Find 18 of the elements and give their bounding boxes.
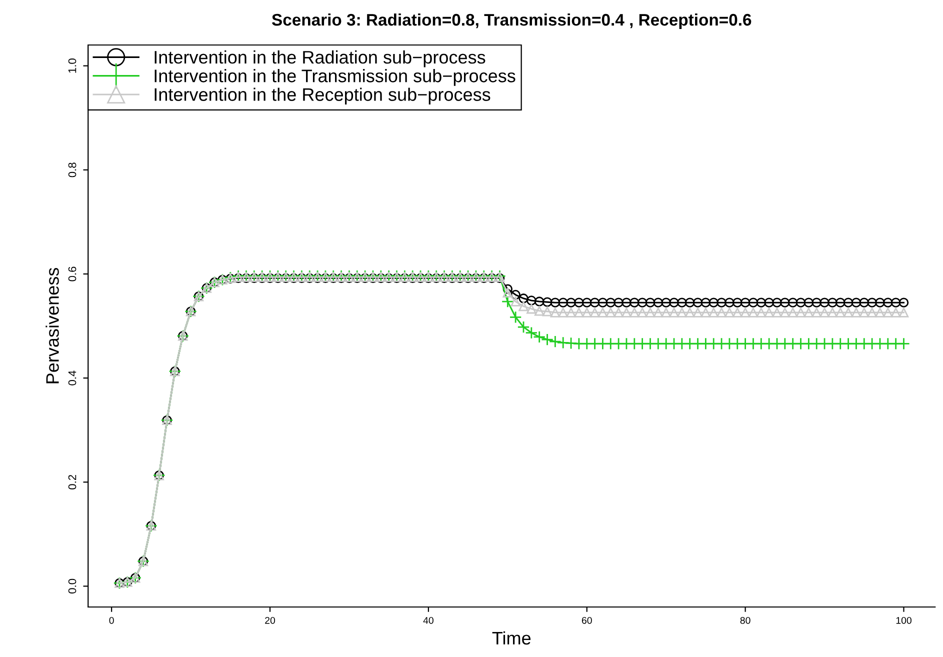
x-tick-label: 20 [265,616,276,624]
y-tick-label: 0.4 [68,370,76,386]
y-tick-label: 0.6 [68,266,76,282]
y-tick-label: 1.0 [68,58,76,73]
x-axis-title: Time [492,631,531,645]
y-axis-title: Pervasiveness [46,268,59,384]
x-tick-label: 60 [582,616,592,624]
x-tick-label: 40 [423,616,434,624]
y-tick-label: 0.8 [68,162,76,178]
legend-label: Intervention in the Reception sub−process [154,88,490,105]
x-tick-label: 100 [896,616,912,624]
y-tick-label: 0.2 [68,474,76,490]
legend-label: Intervention in the Transmission sub−process [154,69,516,86]
y-tick-label: 0.0 [68,578,76,594]
x-tick-label: 0 [109,616,114,624]
chart-title: Scenario 3: Radiation=0.8, Transmission=0.4 , Reception=0.6 [272,13,752,30]
legend-label: Intervention in the Radiation sub−process [154,50,486,68]
x-tick-label: 80 [740,616,750,624]
